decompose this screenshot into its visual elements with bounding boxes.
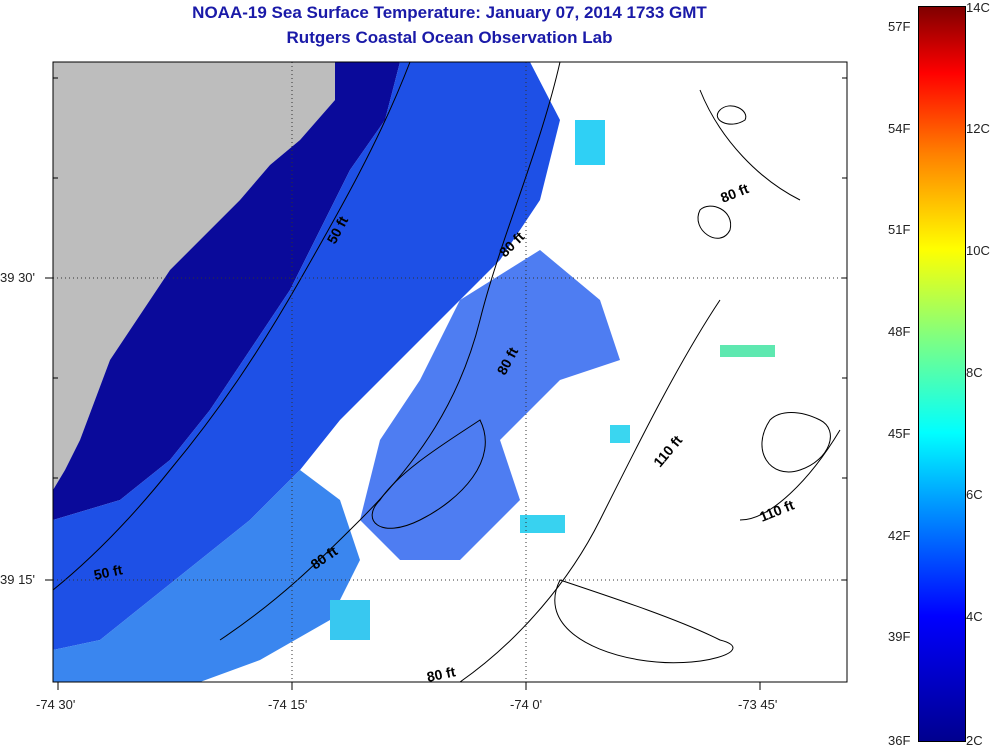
map-subtitle: Rutgers Coastal Ocean Observation Lab [286, 28, 613, 47]
sst-patch [720, 345, 775, 357]
x-tick-label: -74 0' [510, 697, 543, 712]
x-tick-label: -74 30' [36, 697, 76, 712]
x-tick-label: -74 15' [268, 697, 308, 712]
colorbar-f-label: 45F [888, 426, 911, 441]
sst-mid-zone [360, 250, 620, 560]
colorbar-c-label: 10C [966, 243, 990, 258]
depth-contours [53, 62, 841, 682]
colorbar-f-label: 57F [888, 19, 911, 34]
sst-blue-zone [53, 62, 560, 650]
sst-patch [330, 600, 370, 640]
colorbar-c-label: 2C [966, 733, 983, 748]
map-frame [52, 61, 848, 683]
contour-label: 110 ft [757, 496, 797, 524]
sst-light-zone [53, 470, 360, 682]
colorbar-c-label: 8C [966, 365, 983, 380]
colorbar-f-label: 54F [888, 121, 911, 136]
sst-patch [520, 515, 565, 533]
sst-patch [575, 120, 605, 165]
contour-label: 50 ft [92, 561, 124, 583]
y-tick-label: 39 15' [0, 572, 36, 587]
colorbar-c-label: 6C [966, 487, 983, 502]
sst-dark-band [53, 62, 400, 520]
colorbar-c-label: 14C [966, 0, 990, 15]
tick-marks [45, 77, 847, 690]
colorbar-f-label: 39F [888, 629, 911, 644]
colorbar-f-label: 42F [888, 528, 911, 543]
map-title: NOAA-19 Sea Surface Temperature: January… [192, 3, 707, 22]
land-mass [53, 62, 335, 490]
sst-patch [610, 425, 630, 443]
colorbar-f-label: 51F [888, 222, 911, 237]
colorbar-c-label: 4C [966, 609, 983, 624]
grid-lines [53, 62, 847, 682]
contour-label: 110 ft [650, 432, 685, 470]
colorbar-c-label: 12C [966, 121, 990, 136]
temperature-colorbar [918, 6, 966, 742]
contour-label: 80 ft [718, 180, 751, 206]
colorbar-f-label: 48F [888, 324, 911, 339]
x-tick-label: -73 45' [738, 697, 778, 712]
contour-label: 80 ft [425, 663, 457, 685]
y-tick-label: 39 30' [0, 270, 36, 285]
colorbar-f-label: 36F [888, 733, 911, 748]
